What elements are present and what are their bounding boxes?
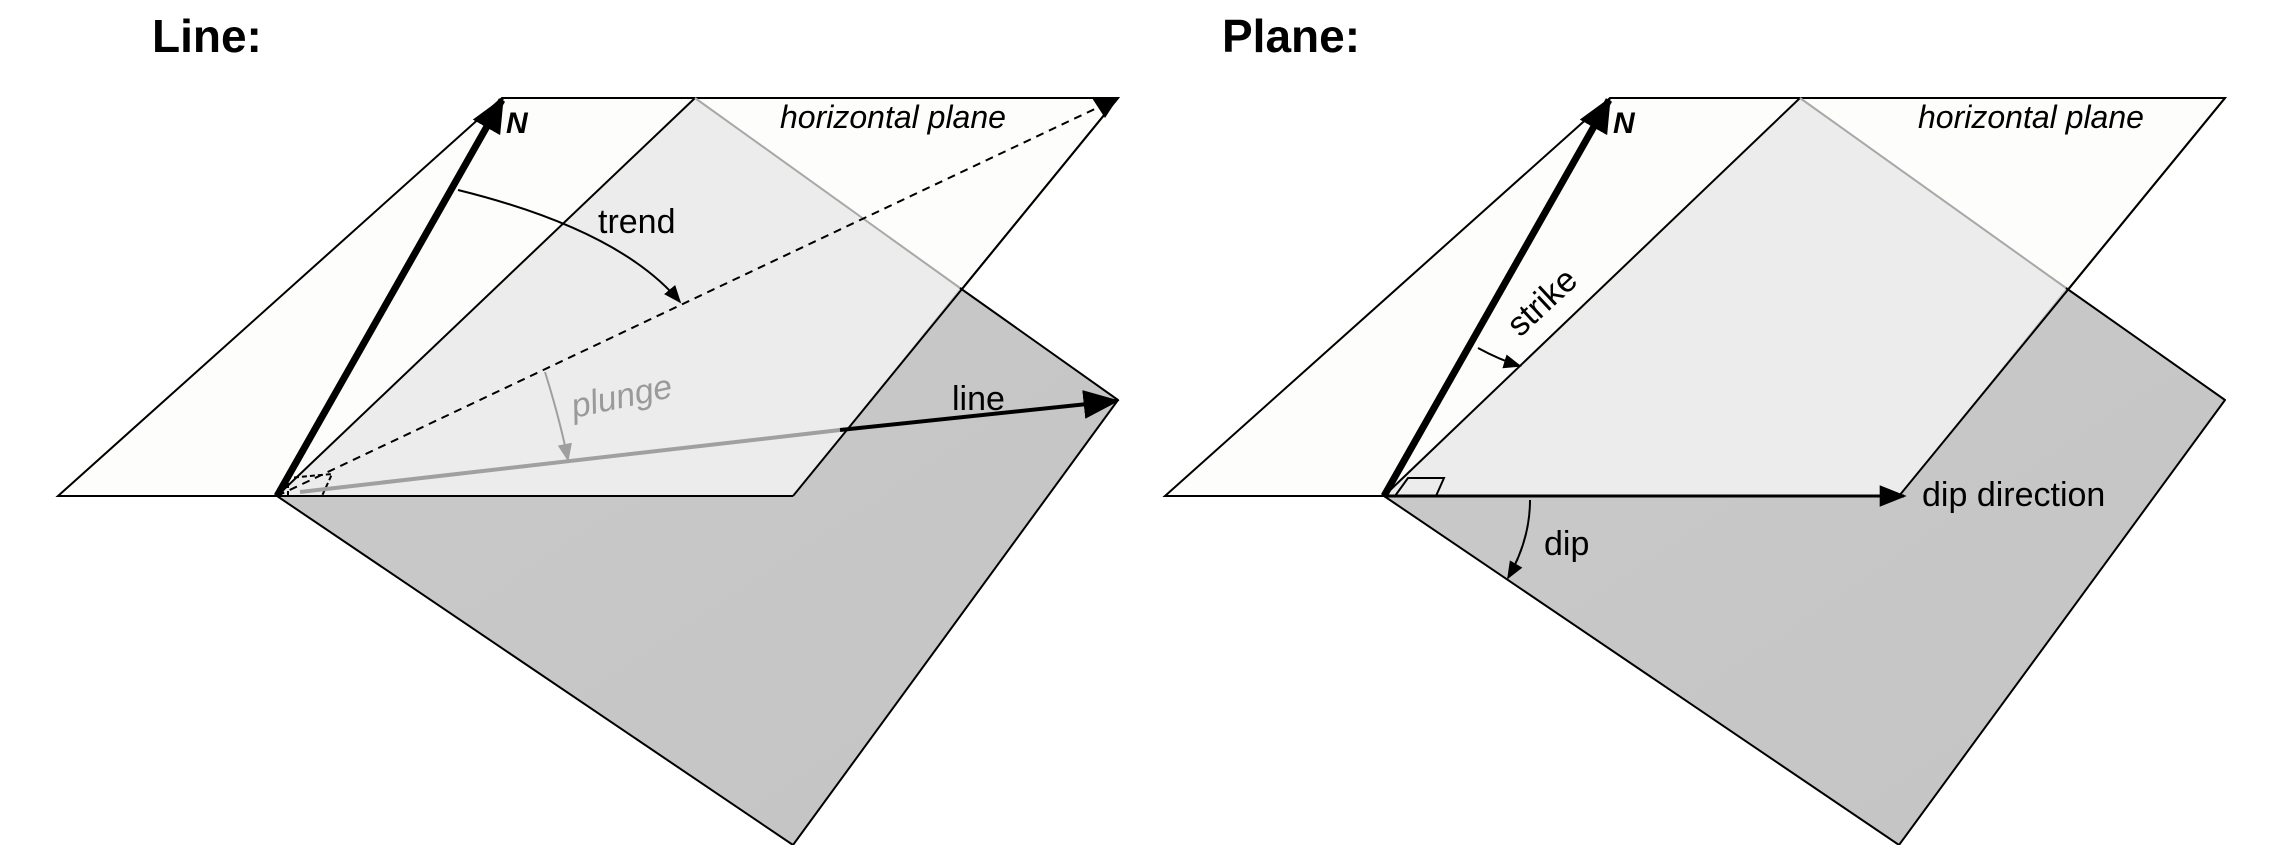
plane-panel: Plane: N dip direction strike dip horizo… [1162, 10, 2228, 845]
inclined-plane-edge-lower [1383, 287, 2226, 845]
plunge-arc [544, 371, 572, 462]
horizontal-plane-right-edge [1898, 97, 2226, 497]
inclined-plane-edge [276, 97, 696, 497]
inclined-plane-upper [1384, 98, 2066, 496]
line-panel: Line: N line trend plunge [55, 10, 1121, 845]
inclined-plane-edge-hidden [1799, 97, 2067, 289]
dip-direction-label: dip direction [1922, 476, 2105, 514]
horizontal-plane-label: horizontal plane [1918, 99, 2144, 135]
line-panel-title: Line: [152, 10, 262, 62]
dip-label: dip [1544, 525, 1589, 563]
north-label: N [1613, 107, 1636, 140]
trend-label: trend [598, 203, 676, 241]
plane-panel-title: Plane: [1222, 10, 1360, 62]
line-projection-dashed [276, 97, 1119, 497]
line-label: line [952, 380, 1005, 418]
inclined-plane-edge-lower [276, 287, 1119, 845]
right-angle-marker [1394, 477, 1446, 497]
line-vector [839, 390, 1120, 432]
horizontal-plane-label: horizontal plane [780, 99, 1006, 135]
north-label: N [506, 107, 529, 140]
inclined-plane-upper [277, 98, 960, 496]
projection-arrow-head [1092, 98, 1118, 118]
inclined-plane-lower [277, 288, 1118, 845]
north-arrow [1380, 96, 1613, 498]
north-arrow [273, 96, 506, 498]
strike-line [1383, 97, 1801, 497]
strike-arc [1477, 347, 1522, 369]
dip-arc [1507, 499, 1531, 580]
trend-arc [457, 189, 682, 304]
inclined-plane-edge-hidden [694, 97, 961, 289]
inclined-plane-lower [1384, 288, 2225, 845]
right-angle-marker [287, 472, 334, 497]
